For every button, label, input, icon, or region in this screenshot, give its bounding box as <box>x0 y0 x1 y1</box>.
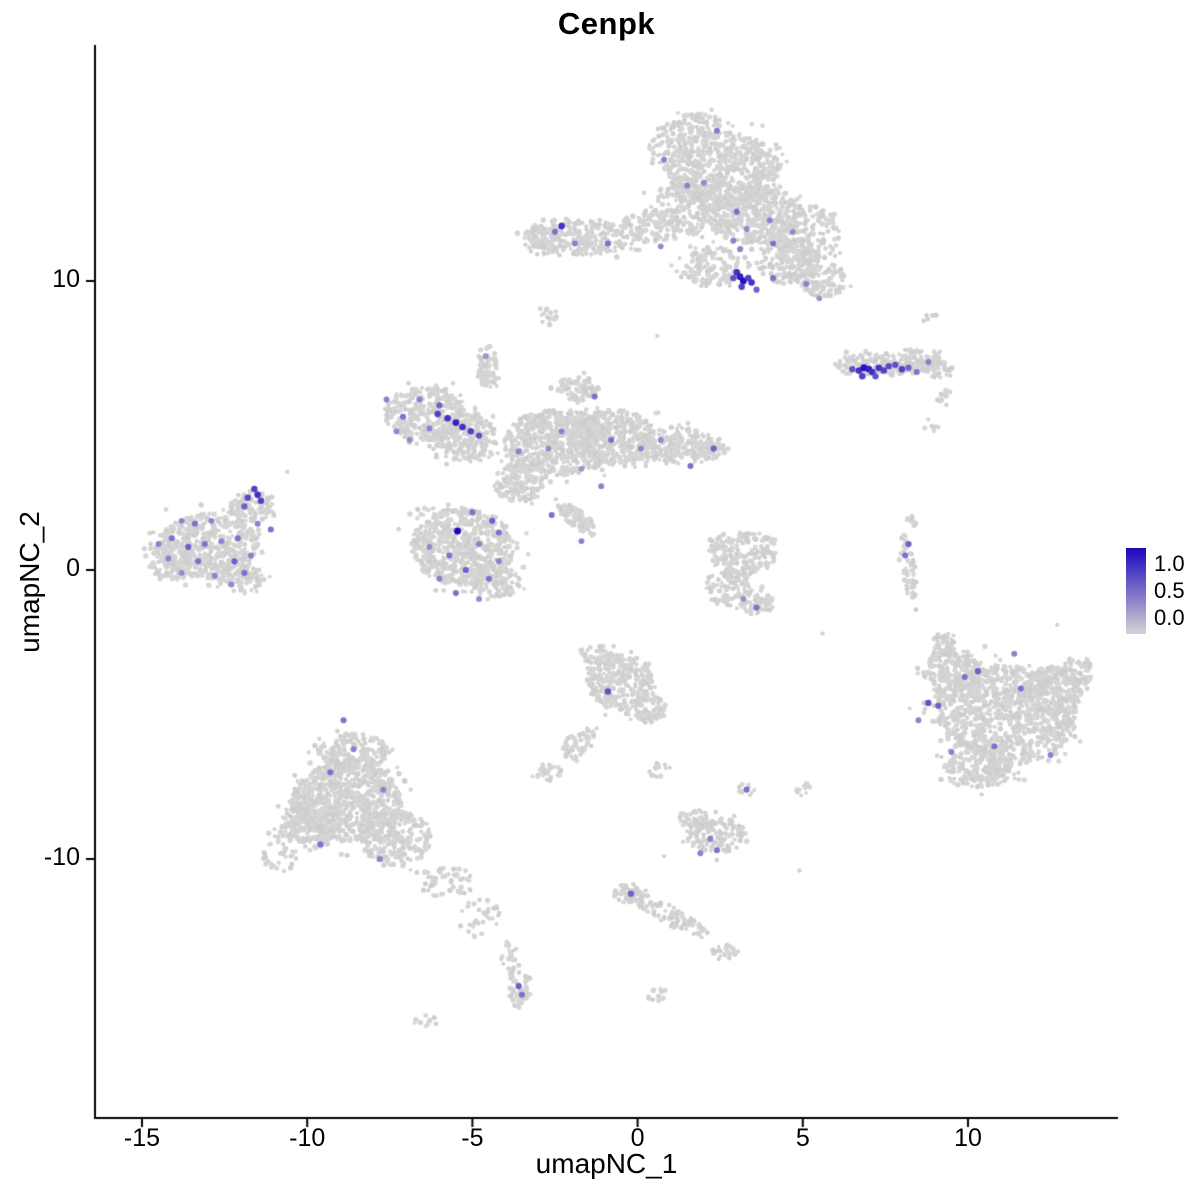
x-tick-label: 0 <box>630 1124 645 1152</box>
colorbar-gradient <box>1126 548 1146 634</box>
y-tick-label: 10 <box>52 265 80 294</box>
x-tick-label: 10 <box>954 1124 982 1152</box>
x-tick-label: -10 <box>289 1124 326 1152</box>
x-tick-label: 5 <box>795 1124 810 1152</box>
x-axis-label: umapNC_1 <box>535 1148 678 1179</box>
y-tick-label: -10 <box>43 843 80 872</box>
colorbar-tick-low: 0.0 <box>1154 605 1185 630</box>
colorbar-tick-mid: 0.5 <box>1154 578 1185 603</box>
x-tick-label: -15 <box>123 1124 161 1152</box>
chart-title: Cenpk <box>557 6 656 41</box>
colorbar-tick-high: 1.0 <box>1154 551 1185 576</box>
x-tick-label: -5 <box>461 1124 484 1152</box>
y-tick-label: 0 <box>66 554 80 583</box>
expression-colorbar: 1.0 0.5 0.0 <box>1126 546 1200 642</box>
